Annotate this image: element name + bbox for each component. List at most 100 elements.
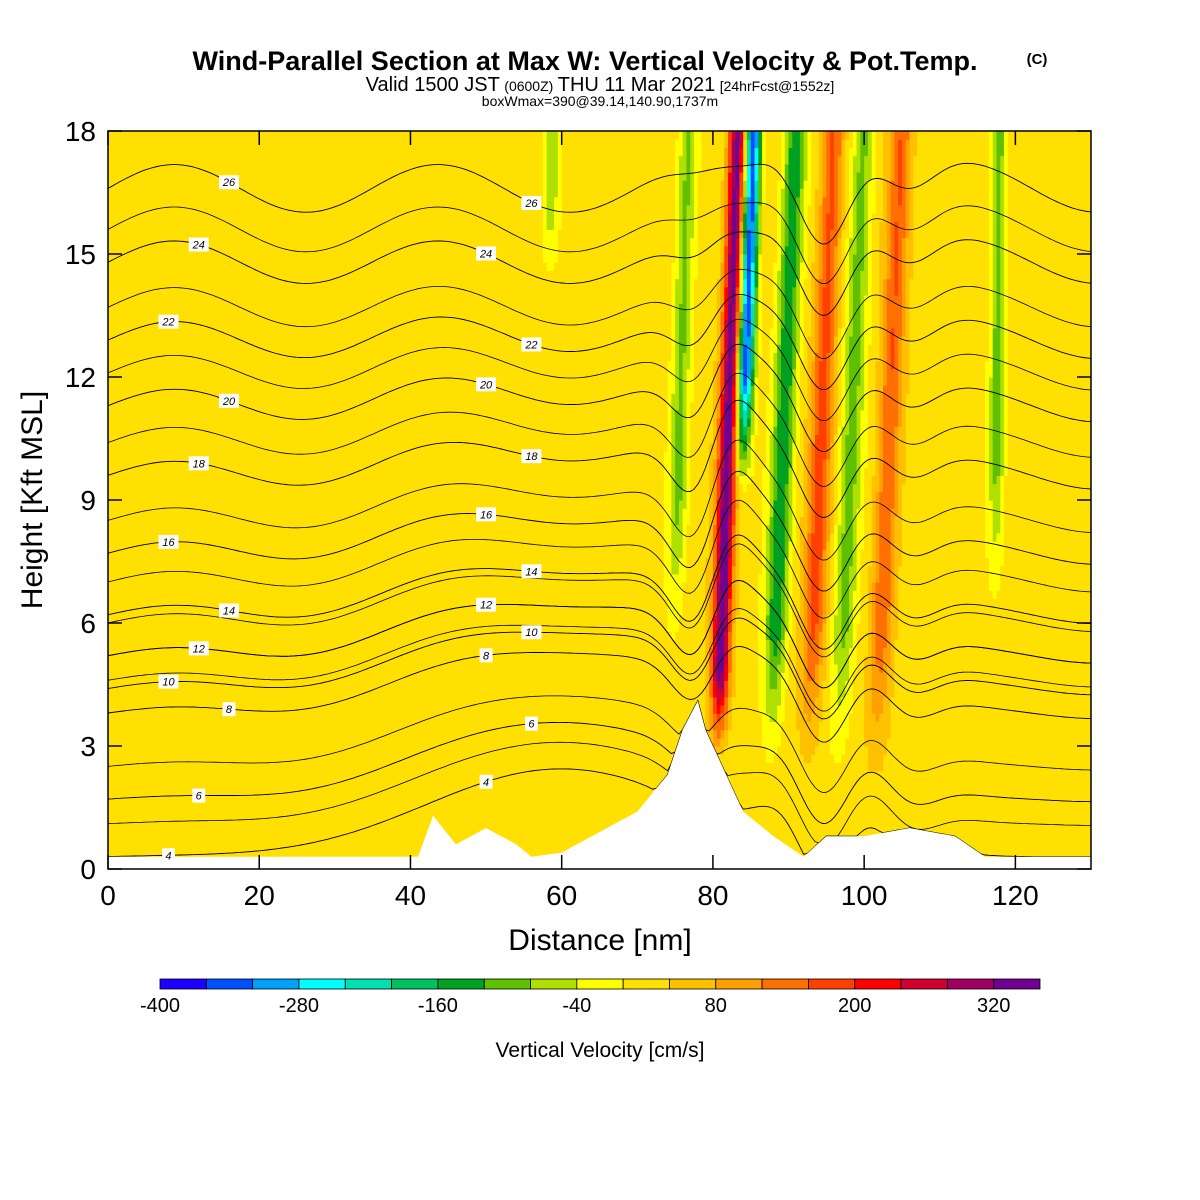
velocity-cell [735,188,740,239]
velocity-cell [811,442,816,534]
theta-contour [108,202,1091,285]
colorbar: -400 -280 -160 -40 80 200 320 [140,978,1041,1017]
velocity-cell [735,475,740,501]
velocity-cell [1004,131,1009,477]
velocity-cell [815,696,820,747]
velocity-cell [807,680,812,722]
velocity-cell [716,680,722,690]
contour-label: 6 [192,788,206,803]
velocity-cell [716,688,722,706]
velocity-cell [712,131,718,362]
velocity-cell [992,598,998,869]
velocity-cell [826,541,831,616]
velocity-cell [720,729,725,739]
contour-label: 22 [521,337,542,352]
colorbar-tick-label: 80 [705,995,727,1017]
subtitle-forecast: [24hrFcst@1552z] [720,78,835,94]
velocity-cell [981,131,986,869]
velocity-cell [845,631,850,681]
velocity-cell [849,237,854,337]
velocity-cell [743,409,748,427]
velocity-cell [625,131,631,869]
velocity-cell [879,491,884,673]
contour-label-text: 26 [524,198,538,210]
velocity-cell [591,131,597,869]
y-tick-label: 9 [80,485,96,516]
velocity-cell [780,327,786,583]
velocity-cell [739,459,744,476]
velocity-cell [845,434,850,632]
velocity-cell [546,270,551,869]
contour-label-bg [521,337,542,352]
velocity-cell [815,352,820,435]
velocity-cell [890,508,895,608]
x-axis: 0 20 40 60 80 100 120 [100,131,1039,911]
colorbar-swatch [715,978,763,990]
velocity-cell [799,360,805,517]
velocity-cell [898,204,903,337]
velocity-cell [815,664,820,698]
velocity-cell [818,131,824,206]
velocity-cell [849,565,854,649]
velocity-cell [807,442,812,534]
velocity-cell [678,155,684,304]
velocity-cell [542,131,548,263]
velocity-cell [830,229,835,353]
velocity-cell [886,131,892,181]
contour-label: 16 [158,534,179,549]
velocity-cell [739,344,744,370]
velocity-cell [803,278,809,419]
y-tick-label: 0 [80,854,96,885]
contour-label-bg [222,702,236,717]
contour-label-text: 20 [479,379,493,391]
velocity-cell [678,557,684,616]
velocity-cell [750,434,756,476]
velocity-cell [331,131,336,869]
velocity-cell [675,573,680,632]
velocity-cell [762,204,767,468]
velocity-cell [716,360,722,419]
velocity-cell [879,131,884,222]
contour-label-text: 26 [222,177,236,189]
velocity-cell [663,131,669,452]
velocity-cell [803,418,809,542]
velocity-cell [780,639,786,673]
velocity-cell [792,368,797,444]
velocity-cell [796,450,801,616]
velocity-cell [894,295,899,427]
velocity-cell [777,131,782,181]
velocity-cell [803,713,809,763]
velocity-cell [807,131,812,206]
potential-temperature-contours [108,162,1091,858]
velocity-cell [905,393,911,869]
velocity-cell [765,762,771,869]
velocity-cell [342,131,347,869]
velocity-cell [849,647,854,714]
contour-label-bg [188,456,209,471]
velocity-cell [769,516,775,599]
velocity-cell [879,713,884,772]
velocity-cell [720,131,725,181]
colorbar-tick-label: -160 [418,995,458,1017]
velocity-cell [247,131,253,869]
velocity-cell [826,131,831,214]
y-axis-label: Height [Kft MSL] [16,391,49,609]
contour-label-text: 10 [162,677,175,689]
velocity-cell [769,762,775,869]
velocity-cell [799,131,805,189]
velocity-cell [735,286,740,312]
contour-label: 4 [161,848,175,863]
velocity-cell [841,532,846,649]
contour-label-bg [218,603,239,618]
velocity-cell [130,131,136,869]
colorbar-swatch [669,978,717,990]
theta-contour [108,439,1091,561]
contour-label: 24 [188,237,209,252]
velocity-cell [145,131,151,869]
colorbar-swatch [993,978,1041,990]
velocity-cell [720,352,725,394]
velocity-cell [712,459,718,526]
velocity-cell [1056,131,1062,869]
velocity-cell [724,147,729,206]
contour-label: 8 [479,648,493,663]
